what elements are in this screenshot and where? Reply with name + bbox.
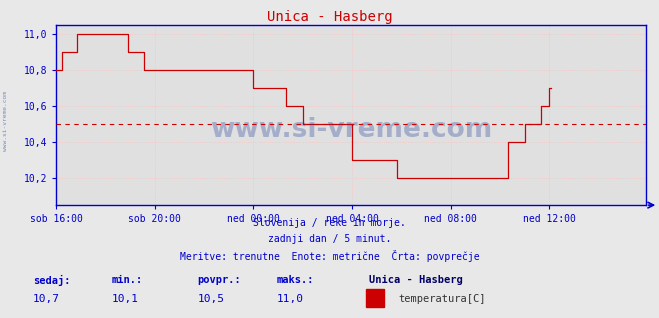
Text: Meritve: trenutne  Enote: metrične  Črta: povprečje: Meritve: trenutne Enote: metrične Črta: …	[180, 250, 479, 262]
Text: zadnji dan / 5 minut.: zadnji dan / 5 minut.	[268, 234, 391, 244]
Text: temperatura[C]: temperatura[C]	[399, 294, 486, 304]
Text: povpr.:: povpr.:	[198, 275, 241, 285]
Text: 10,1: 10,1	[112, 294, 139, 304]
Text: Unica - Hasberg: Unica - Hasberg	[369, 275, 463, 285]
Text: maks.:: maks.:	[277, 275, 314, 285]
Text: www.si-vreme.com: www.si-vreme.com	[3, 91, 8, 151]
Text: 11,0: 11,0	[277, 294, 304, 304]
Text: 10,5: 10,5	[198, 294, 225, 304]
Text: www.si-vreme.com: www.si-vreme.com	[210, 117, 492, 143]
Text: 10,7: 10,7	[33, 294, 60, 304]
Text: Unica - Hasberg: Unica - Hasberg	[267, 10, 392, 24]
Text: sedaj:: sedaj:	[33, 275, 71, 286]
Text: min.:: min.:	[112, 275, 143, 285]
Text: Slovenija / reke in morje.: Slovenija / reke in morje.	[253, 218, 406, 228]
